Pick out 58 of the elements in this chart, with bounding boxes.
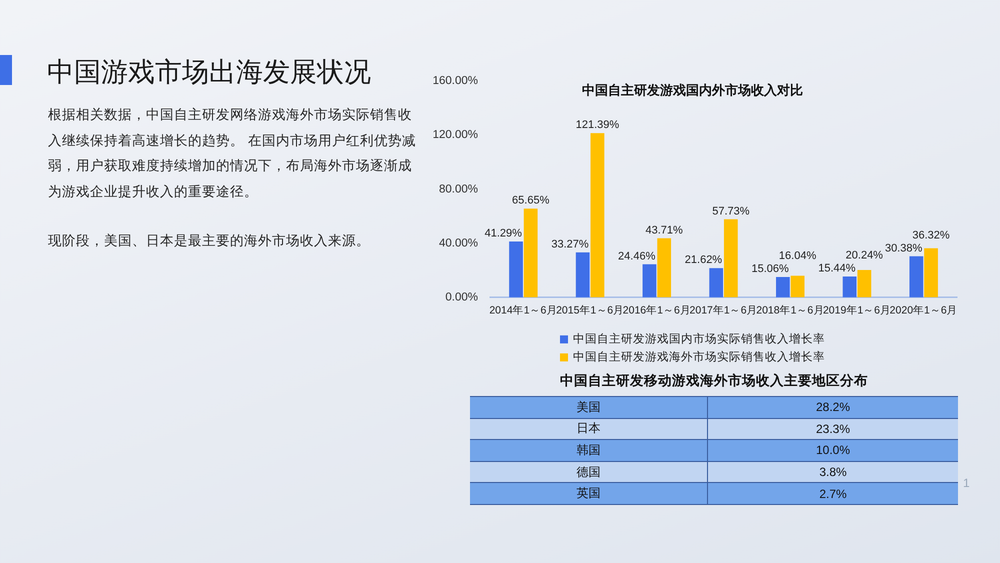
x-tick-label: 2017年1～6月 — [690, 304, 758, 317]
category-label: 英国 — [470, 482, 708, 504]
data-label: 15.06% — [752, 263, 790, 276]
data-label: 3.8% — [708, 461, 958, 483]
x-tick-label: 2016年1～6月 — [622, 304, 691, 317]
chart-title: 中国自主研发游戏国内外市场收入对比 — [582, 82, 803, 98]
data-label: 28.2% — [708, 396, 958, 418]
data-label: 24.46% — [618, 250, 656, 262]
category-label: 韩国 — [470, 440, 708, 462]
data-label: 57.73% — [712, 205, 750, 218]
bar — [524, 208, 538, 298]
bar — [657, 238, 672, 298]
data-label: 20.24% — [846, 250, 884, 262]
text: 中国自主研发移动游戏海外市场收入主要地区分布 — [559, 372, 869, 390]
bar — [509, 242, 523, 298]
data-label: 43.71% — [645, 224, 684, 236]
x-tick-label: 2020年1～6月 — [890, 304, 958, 317]
x-tick-label: 2015年1～6月 — [556, 304, 624, 317]
bar — [642, 264, 656, 298]
bar — [590, 133, 604, 298]
legend-label: 中国自主研发游戏海外市场实际销售收入增长率 — [573, 350, 825, 364]
category-label: 美国 — [470, 396, 708, 418]
bar — [724, 219, 738, 298]
y-tick-label: 80.00% — [438, 183, 478, 196]
x-tick-label: 2018年1～6月 — [756, 304, 824, 317]
y-tick-label: 40.00% — [438, 237, 478, 250]
data-label: 121.39% — [576, 119, 620, 132]
category-label: 日本 — [470, 418, 708, 440]
x-tick-label: 2014年1～6月 — [489, 304, 558, 317]
bar — [576, 252, 590, 298]
text: 根据相关数据，中国自主研发网络游戏海外市场实际销售收入继续保持着高速增长的趋势。 在国内市场用户红利优势减弱，用户获取难度持续增加的情况下，布局海外市场逐渐成为游戏企业提升收入的重要途径。 — [48, 106, 417, 200]
data-label: 2.7% — [708, 482, 958, 504]
y-tick-label: 120.00% — [432, 129, 478, 142]
data-label: 23.3% — [708, 418, 958, 440]
bar — [709, 268, 724, 298]
data-label: 65.65% — [512, 194, 550, 207]
text: 现阶段，美国、日本是最主要的海外市场收入来源。 — [48, 232, 371, 250]
text: 1 — [963, 476, 970, 490]
category-label: 德国 — [470, 461, 708, 483]
y-tick-label: 160.00% — [432, 75, 478, 88]
bar — [790, 276, 804, 298]
data-label: 10.0% — [708, 440, 958, 462]
data-label: 16.04% — [778, 250, 816, 262]
bar — [842, 276, 857, 298]
x-tick-label: 2019年1～6月 — [822, 304, 891, 317]
bar — [776, 277, 790, 298]
legend-label: 中国自主研发游戏国内市场实际销售收入增长率 — [573, 332, 825, 346]
bar — [857, 270, 872, 298]
data-label: 30.38% — [884, 242, 922, 254]
text: 中国游戏市场出海发展状况 — [47, 56, 371, 89]
data-label: 36.32% — [912, 229, 950, 242]
data-label: 15.44% — [818, 262, 856, 275]
bar — [909, 256, 924, 298]
data-label: 21.62% — [684, 254, 722, 266]
data-label: 41.29% — [484, 228, 522, 240]
data-label: 33.27% — [551, 238, 589, 250]
y-tick-label: 0.00% — [445, 292, 478, 304]
bar — [924, 248, 938, 298]
